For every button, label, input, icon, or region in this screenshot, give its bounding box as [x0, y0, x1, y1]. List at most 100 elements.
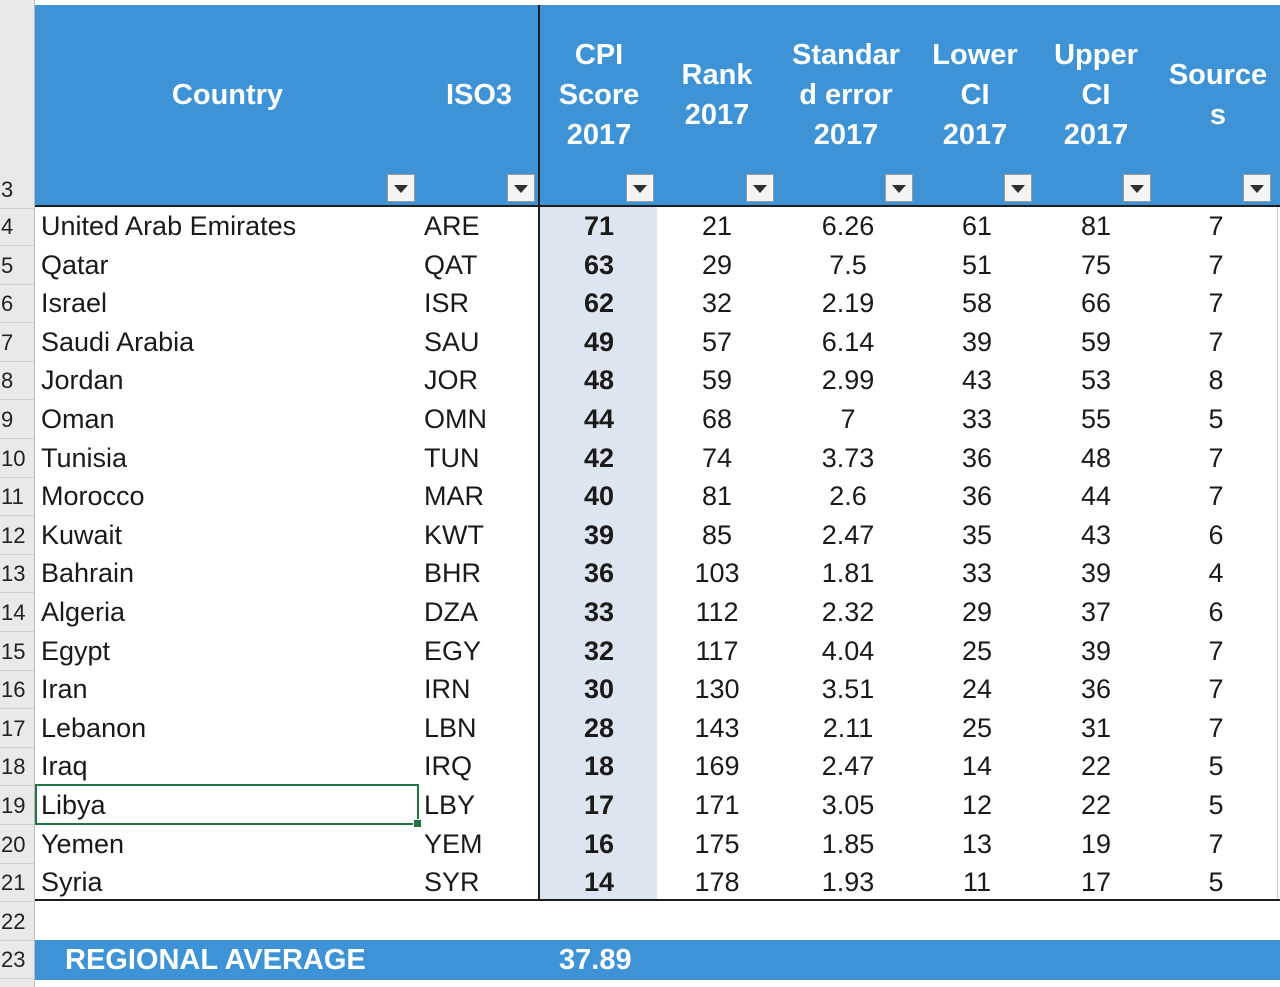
iso-cell[interactable]: DZA	[424, 597, 478, 627]
se-cell[interactable]: 6.14	[821, 326, 875, 357]
upper-cell[interactable]: 22	[1080, 751, 1112, 782]
upper-cell[interactable]: 66	[1080, 288, 1112, 319]
lower-cell[interactable]: 25	[961, 635, 993, 666]
se-cell[interactable]: 2.6	[829, 481, 867, 512]
header-cpi[interactable]: CPI Score 2017	[558, 38, 640, 151]
sources-cell[interactable]: 5	[1208, 404, 1224, 434]
iso-cell[interactable]: OMN	[424, 404, 487, 434]
lower-cell[interactable]: 14	[961, 751, 993, 782]
sources-cell[interactable]: 7	[1208, 712, 1224, 743]
table-row[interactable]: Jordan JOR 48 59 2.99 43 53 8	[35, 361, 1280, 400]
lower-cell[interactable]: 61	[961, 211, 993, 241]
rank-cell[interactable]: 85	[701, 519, 733, 550]
iso-cell[interactable]: IRQ	[424, 751, 473, 782]
country-cell[interactable]: Jordan	[41, 365, 124, 396]
row-number[interactable]: 9	[0, 400, 34, 439]
iso-cell[interactable]: IRN	[424, 674, 471, 705]
country-cell[interactable]: Kuwait	[41, 519, 123, 550]
filter-dropdown-se-icon[interactable]	[885, 174, 913, 202]
cpi-cell[interactable]: 28	[583, 712, 615, 743]
country-cell[interactable]: Morocco	[41, 481, 145, 512]
rank-cell[interactable]: 175	[694, 828, 740, 859]
filter-dropdown-upper-icon[interactable]	[1123, 174, 1151, 202]
row-number[interactable]: 6	[0, 284, 34, 324]
iso-cell[interactable]: TUN	[424, 442, 480, 473]
table-row[interactable]: Lebanon LBN 28 143 2.11 25 31 7	[35, 709, 1280, 748]
sources-cell[interactable]: 7	[1208, 211, 1224, 241]
row-number[interactable]: 19	[0, 786, 34, 825]
iso-cell[interactable]: BHR	[424, 558, 482, 589]
upper-cell[interactable]: 48	[1080, 442, 1112, 473]
lower-cell[interactable]: 36	[961, 481, 993, 512]
table-row[interactable]: Egypt EGY 32 117 4.04 25 39 7	[35, 632, 1280, 671]
filter-dropdown-iso-icon[interactable]	[507, 174, 535, 202]
country-cell[interactable]: Oman	[41, 404, 115, 434]
sources-cell[interactable]: 6	[1208, 597, 1224, 627]
filter-dropdown-country-icon[interactable]	[387, 174, 415, 202]
sources-cell[interactable]: 5	[1208, 790, 1224, 820]
sources-cell[interactable]: 7	[1208, 326, 1224, 357]
upper-cell[interactable]: 19	[1080, 828, 1112, 859]
sources-cell[interactable]: 7	[1208, 828, 1224, 859]
se-cell[interactable]: 4.04	[821, 635, 875, 666]
country-cell[interactable]: Iraq	[41, 751, 88, 782]
row-number[interactable]: 21	[0, 863, 34, 903]
sources-cell[interactable]: 6	[1208, 519, 1224, 550]
iso-cell[interactable]: LBY	[424, 790, 476, 820]
row-number[interactable]: 12	[0, 516, 34, 555]
iso-cell[interactable]: ARE	[424, 211, 480, 241]
sources-cell[interactable]: 7	[1208, 249, 1224, 280]
country-cell[interactable]: Saudi Arabia	[41, 326, 195, 357]
upper-cell[interactable]: 43	[1080, 519, 1112, 550]
se-cell[interactable]: 2.32	[821, 597, 875, 627]
country-cell[interactable]: United Arab Emirates	[41, 211, 297, 241]
header-country[interactable]: Country	[171, 78, 284, 111]
sources-cell[interactable]: 4	[1208, 558, 1224, 589]
row-number[interactable]: 14	[0, 593, 34, 632]
row-number[interactable]: 5	[0, 246, 34, 285]
table-row[interactable]: United Arab Emirates ARE 71 21 6.26 61 81 7	[35, 207, 1280, 246]
table-row[interactable]: Algeria DZA 33 112 2.32 29 37 6	[35, 593, 1280, 632]
cpi-cell[interactable]: 36	[583, 558, 615, 589]
upper-cell[interactable]: 55	[1080, 404, 1112, 434]
filter-dropdown-lower-icon[interactable]	[1004, 174, 1032, 202]
header-upper[interactable]: Upper CI 2017	[1054, 38, 1138, 151]
rank-cell[interactable]: 169	[694, 751, 740, 782]
lower-cell[interactable]: 35	[961, 519, 993, 550]
iso-cell[interactable]: EGY	[424, 635, 482, 666]
se-cell[interactable]: 3.73	[821, 442, 875, 473]
row-number[interactable]: 11	[0, 477, 34, 517]
lower-cell[interactable]: 29	[961, 597, 993, 627]
cpi-cell[interactable]: 44	[583, 404, 615, 434]
se-cell[interactable]: 3.05	[821, 790, 875, 820]
country-cell[interactable]: Algeria	[41, 597, 126, 627]
rank-cell[interactable]: 178	[694, 867, 740, 898]
row-number[interactable]: 23	[0, 940, 34, 979]
table-row[interactable]: Iran IRN 30 130 3.51 24 36 7	[35, 670, 1280, 709]
se-cell[interactable]: 1.81	[821, 558, 875, 589]
iso-cell[interactable]: YEM	[424, 828, 483, 859]
cpi-cell[interactable]: 17	[583, 790, 615, 820]
lower-cell[interactable]: 43	[961, 365, 993, 396]
row-number[interactable]: 20	[0, 825, 34, 864]
country-cell[interactable]: Libya	[41, 790, 106, 820]
rank-cell[interactable]: 143	[694, 712, 740, 743]
iso-cell[interactable]: ISR	[424, 288, 470, 319]
filter-dropdown-cpi-icon[interactable]	[626, 174, 654, 202]
row-number[interactable]: 10	[0, 439, 34, 478]
row-number[interactable]: 16	[0, 670, 34, 710]
cpi-cell[interactable]: 14	[583, 867, 615, 898]
lower-cell[interactable]: 25	[961, 712, 993, 743]
sources-cell[interactable]: 8	[1208, 365, 1224, 396]
lower-cell[interactable]: 36	[961, 442, 993, 473]
row-number[interactable]: 17	[0, 709, 34, 748]
sources-cell[interactable]: 5	[1208, 867, 1224, 898]
se-cell[interactable]: 3.51	[821, 674, 875, 705]
cpi-cell[interactable]: 30	[583, 674, 615, 705]
rank-cell[interactable]: 171	[694, 790, 740, 820]
rank-cell[interactable]: 59	[701, 365, 733, 396]
header-se[interactable]: Standar d error 2017	[792, 38, 900, 151]
row-number[interactable]: 15	[0, 632, 34, 671]
row-number[interactable]: 3	[0, 170, 34, 209]
rank-cell[interactable]: 21	[701, 211, 733, 241]
